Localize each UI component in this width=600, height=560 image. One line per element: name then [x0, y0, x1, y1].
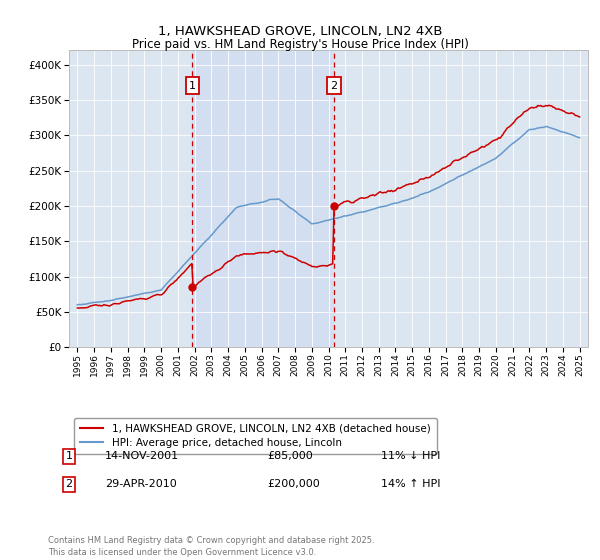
Text: Contains HM Land Registry data © Crown copyright and database right 2025.
This d: Contains HM Land Registry data © Crown c… [48, 536, 374, 557]
Text: 1, HAWKSHEAD GROVE, LINCOLN, LN2 4XB: 1, HAWKSHEAD GROVE, LINCOLN, LN2 4XB [158, 25, 442, 38]
Text: 14-NOV-2001: 14-NOV-2001 [105, 451, 179, 461]
Text: 2: 2 [331, 81, 338, 91]
Text: 2: 2 [65, 479, 73, 489]
Text: £85,000: £85,000 [267, 451, 313, 461]
Legend: 1, HAWKSHEAD GROVE, LINCOLN, LN2 4XB (detached house), HPI: Average price, detac: 1, HAWKSHEAD GROVE, LINCOLN, LN2 4XB (de… [74, 418, 437, 454]
Text: Price paid vs. HM Land Registry's House Price Index (HPI): Price paid vs. HM Land Registry's House … [131, 38, 469, 51]
Text: 14% ↑ HPI: 14% ↑ HPI [381, 479, 440, 489]
Text: 1: 1 [65, 451, 73, 461]
Bar [193, 50, 334, 347]
Text: 11% ↓ HPI: 11% ↓ HPI [381, 451, 440, 461]
Text: £200,000: £200,000 [267, 479, 320, 489]
Text: 29-APR-2010: 29-APR-2010 [105, 479, 177, 489]
Text: 1: 1 [189, 81, 196, 91]
